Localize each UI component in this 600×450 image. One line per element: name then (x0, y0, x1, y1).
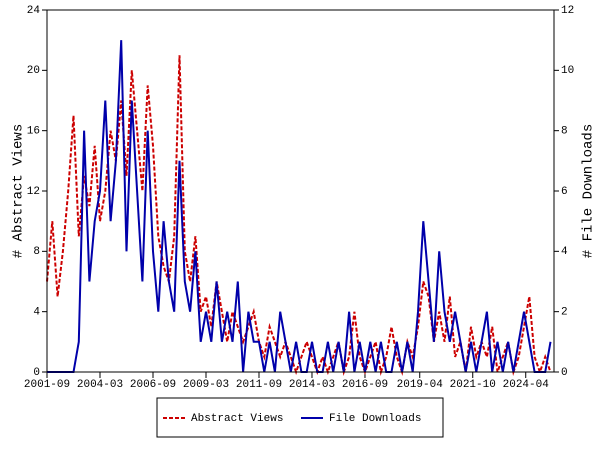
y-tick-label: 24 (27, 5, 41, 17)
y2-axis-label: # File Downloads (581, 124, 597, 258)
x-tick-label: 2001-09 (24, 379, 70, 391)
x-tick-label: 2016-09 (342, 379, 388, 391)
y-tick-label: 16 (27, 126, 40, 138)
x-tick-label: 2004-03 (77, 379, 123, 391)
x-tick-label: 2006-09 (130, 379, 176, 391)
legend-label: Abstract Views (191, 413, 283, 425)
y2-tick-label: 10 (561, 65, 574, 77)
y2-tick-label: 4 (561, 246, 568, 258)
y2-tick-label: 12 (561, 5, 574, 17)
x-tick-label: 2009-03 (183, 379, 229, 391)
y-axis-label: # Abstract Views (11, 124, 27, 258)
y-tick-label: 8 (33, 246, 40, 258)
y2-tick-label: 0 (561, 367, 568, 379)
y-tick-label: 20 (27, 65, 40, 77)
plot-frame (46, 9, 555, 373)
y2-tick-label: 8 (561, 126, 568, 138)
legend-label: File Downloads (329, 413, 421, 425)
x-tick-label: 2011-09 (236, 379, 282, 391)
y-tick-label: 0 (33, 367, 40, 379)
x-tick-label: 2021-10 (450, 379, 496, 391)
x-tick-label: 2014-03 (289, 379, 335, 391)
y-tick-label: 12 (27, 186, 40, 198)
y-tick-label: 4 (33, 307, 40, 319)
y2-tick-label: 2 (561, 307, 568, 319)
legend-box (156, 397, 444, 438)
x-tick-label: 2024-04 (503, 379, 550, 391)
y2-tick-label: 6 (561, 186, 568, 198)
series-line (47, 40, 552, 373)
x-tick-label: 2019-04 (397, 379, 444, 391)
